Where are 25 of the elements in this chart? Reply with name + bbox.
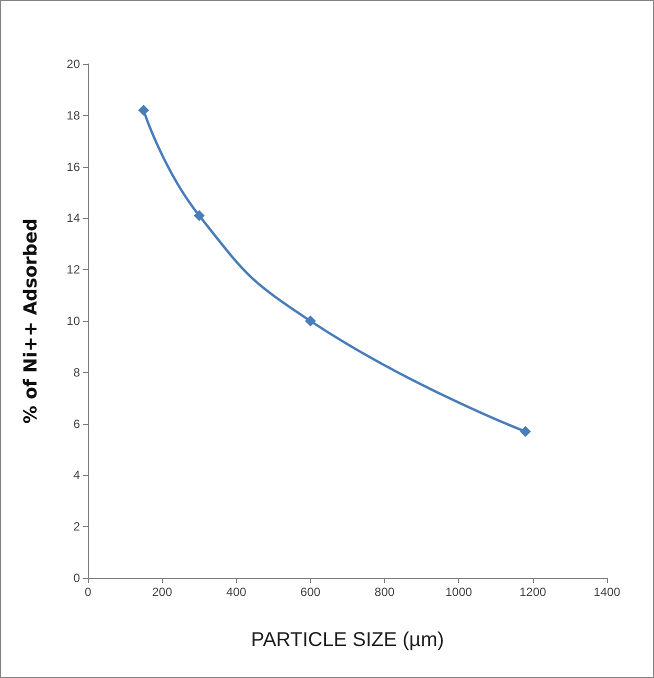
y-tick-label: 20: [66, 57, 80, 71]
y-tick-label: 0: [73, 571, 80, 585]
x-tick-label: 200: [152, 585, 172, 599]
point: [194, 210, 205, 222]
y-tick-label: 4: [73, 468, 80, 482]
x-tick-label: 1000: [445, 585, 472, 599]
x-tick-label: 400: [226, 585, 247, 599]
x-tick-label: 800: [374, 585, 395, 599]
y-tick-label: 12: [66, 262, 80, 277]
y-tick-label: 16: [66, 160, 80, 174]
x-tick-label: 1400: [594, 585, 621, 599]
point: [138, 104, 150, 116]
y-tick-label: 10: [66, 314, 80, 328]
y-tick-label: 2: [73, 520, 80, 534]
y-tick-label: 8: [73, 365, 80, 380]
x-tick-label: 0: [84, 585, 92, 599]
y-tick-label: 14: [66, 211, 80, 226]
x-axis-title: PARTICLE SIZE (µm): [250, 629, 444, 651]
y-tick-label: 6: [73, 416, 80, 431]
point: [520, 426, 531, 438]
x-tick-label: 1200: [520, 585, 547, 599]
y-tick-label: 18: [66, 108, 80, 122]
y-axis-title: % of Ni++ Adsorbed: [20, 218, 42, 424]
x-tick-label: 600: [300, 585, 321, 599]
point: [304, 316, 316, 326]
